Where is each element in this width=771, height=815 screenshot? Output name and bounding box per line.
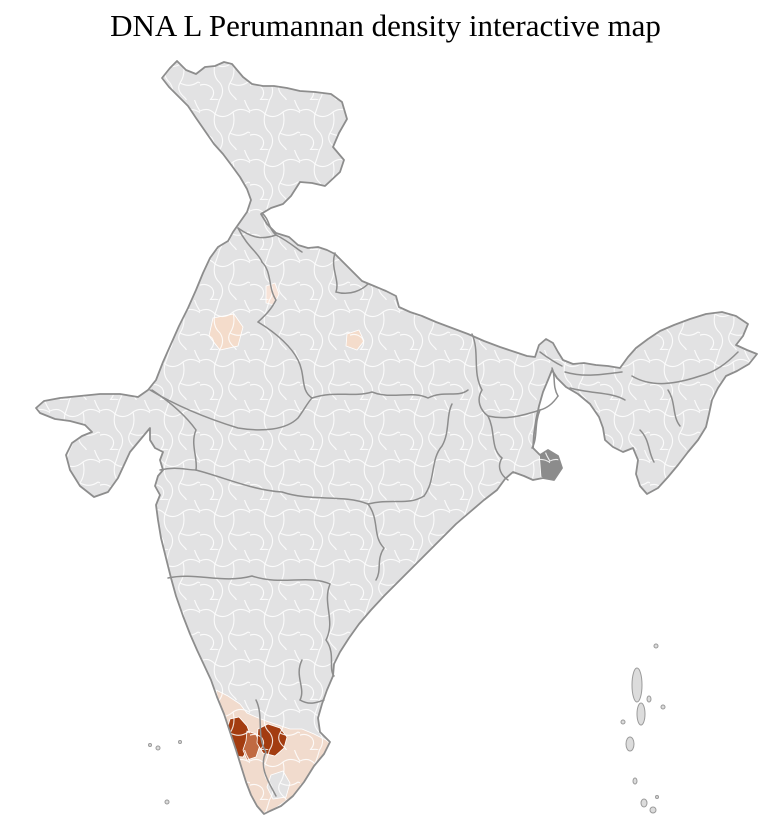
- state-border-line-20: [569, 387, 626, 401]
- lakshadweep-island-2[interactable]: [148, 743, 152, 747]
- andaman-island-0[interactable]: [631, 667, 643, 703]
- state-border-line-0: [261, 212, 277, 236]
- andaman-island-4[interactable]: [646, 695, 652, 703]
- state-border-line-24: [539, 351, 563, 367]
- state-borders-layer: [149, 212, 739, 797]
- state-border-line-11: [195, 469, 425, 505]
- state-border-line-4: [257, 321, 313, 399]
- andaman-island-7[interactable]: [632, 777, 638, 785]
- state-border-line-17: [255, 699, 277, 797]
- state-border-line-5: [149, 389, 313, 431]
- islands-layer: [148, 643, 666, 814]
- india-country-outline: [35, 60, 758, 815]
- state-border-line-19: [564, 371, 623, 376]
- state-border-line-22: [667, 389, 681, 427]
- state-border-line-12: [423, 403, 453, 497]
- andaman-island-10[interactable]: [655, 795, 659, 799]
- andaman-island-2[interactable]: [625, 736, 635, 752]
- andaman-island-9[interactable]: [649, 806, 657, 814]
- district-borders-layer: [36, 61, 757, 814]
- lakshadweep-island-1[interactable]: [178, 740, 182, 744]
- andaman-island-1[interactable]: [636, 702, 646, 726]
- state-border-line-3: [257, 261, 277, 323]
- state-border-line-26: [159, 467, 197, 471]
- state-border-line-18: [298, 659, 325, 704]
- map-title: DNA L Perumannan density interactive map: [110, 8, 661, 43]
- state-border-line-6: [332, 252, 369, 295]
- state-border-line-14: [167, 575, 331, 585]
- state-border-line-21: [631, 351, 739, 385]
- state-border-line-8: [471, 333, 489, 417]
- andaman-island-3[interactable]: [653, 643, 659, 649]
- state-border-line-27: [151, 389, 198, 471]
- country-outline-layer: [35, 60, 758, 815]
- district-mesh-overlay: [36, 61, 757, 814]
- state-border-line-2: [237, 227, 263, 263]
- andaman-island-6[interactable]: [620, 719, 626, 725]
- state-border-line-7: [311, 389, 469, 399]
- state-border-line-23: [639, 429, 655, 463]
- state-border-line-13: [487, 415, 509, 481]
- andaman-island-8[interactable]: [640, 798, 648, 808]
- state-border-line-15: [325, 583, 335, 677]
- state-border-line-16: [367, 503, 385, 581]
- state-border-line-1: [237, 227, 303, 253]
- andaman-island-5[interactable]: [660, 704, 666, 710]
- lakshadweep-island-3[interactable]: [164, 799, 170, 805]
- lakshadweep-island-0[interactable]: [155, 745, 161, 751]
